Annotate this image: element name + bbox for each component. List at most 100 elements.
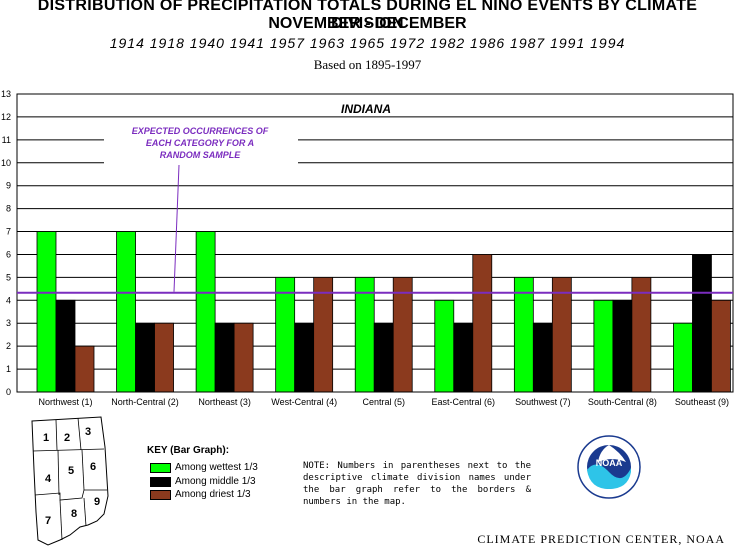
division-number: 3: [85, 426, 91, 438]
bar: [195, 231, 216, 393]
bar: [74, 345, 95, 393]
y-tick-label: 4: [6, 295, 11, 305]
noaa-logo-bird: [598, 445, 626, 462]
chart-title-line2: NOVEMBER - DECEMBER: [268, 15, 467, 32]
bar: [275, 276, 296, 393]
annotation-background: [104, 121, 298, 165]
x-tick-label: Northwest (1): [38, 397, 92, 407]
y-tick-label: 0: [6, 387, 11, 397]
bar: [472, 254, 493, 393]
bar: [631, 276, 652, 393]
y-tick-label: 2: [6, 341, 11, 351]
bar: [513, 276, 534, 393]
division-border: [32, 448, 105, 452]
key-swatch-middle: [150, 476, 171, 487]
key-label-middle: Among middle 1/3: [175, 476, 256, 487]
key-swatch-driest: [150, 489, 171, 500]
map-note: NOTE: Numbers in parentheses next to the…: [303, 461, 531, 507]
bar: [116, 231, 136, 393]
x-tick-label: Northeast (3): [198, 397, 251, 407]
bar: [593, 299, 614, 393]
bar: [36, 231, 57, 393]
x-tick-label: North-Central (2): [111, 397, 179, 407]
plot-title: INDIANA: [341, 102, 391, 116]
indiana-division-map: 1 2 3 4 5 6 7 8 9: [31, 416, 109, 546]
bar: [551, 276, 572, 393]
el-nino-years: 1914 1918 1940 1941 1957 1963 1965 1972 …: [109, 35, 626, 51]
noaa-logo: NOAA: [577, 435, 641, 499]
bar: [294, 322, 315, 393]
y-tick-label: 5: [6, 272, 11, 282]
y-tick-label: 6: [6, 249, 11, 259]
y-tick-label: 8: [6, 204, 11, 214]
bars: [36, 231, 731, 393]
noaa-logo-text: NOAA: [596, 458, 623, 468]
bar: [692, 254, 712, 393]
division-number: 2: [64, 432, 70, 444]
division-border: [57, 449, 60, 496]
bar: [313, 276, 334, 393]
bar: [354, 276, 375, 393]
bar: [532, 322, 553, 393]
y-tick-label: 1: [6, 364, 11, 374]
division-border: [59, 499, 63, 541]
y-tick-label: 10: [1, 158, 11, 168]
bar: [453, 322, 474, 393]
plot-frame: [16, 93, 734, 393]
y-tick-label: 9: [6, 181, 11, 191]
x-tick-label: East-Central (6): [432, 397, 496, 407]
division-border: [55, 419, 58, 451]
y-tick-label: 12: [1, 112, 11, 122]
bar: [392, 276, 413, 393]
division-number: 1: [43, 432, 49, 444]
y-tick-label: 13: [1, 89, 11, 99]
division-number: 7: [45, 515, 51, 527]
key-label-driest: Among driest 1/3: [175, 489, 251, 500]
key-label-wettest: Among wettest 1/3: [175, 462, 258, 473]
key-item-wettest: Among wettest 1/3: [150, 462, 258, 473]
x-tick-label: West-Central (4): [271, 397, 337, 407]
bar: [154, 322, 174, 393]
map-shape: 1 2 3 4 5 6 7 8 9: [31, 416, 109, 546]
bar: [135, 322, 155, 393]
key-title: KEY (Bar Graph):: [147, 445, 230, 456]
annotation-pointer: [173, 164, 180, 292]
noaa-logo-wave: [587, 464, 631, 489]
division-border: [81, 449, 85, 491]
x-tick-label: Central (5): [362, 397, 405, 407]
division-number: 9: [94, 496, 100, 508]
division-number: 6: [90, 461, 96, 473]
bar: [711, 299, 731, 393]
bar: [434, 299, 455, 393]
key-swatch-wettest: [150, 462, 171, 473]
expected-occurrence-annotation: EXPECTED OCCURRENCES OF EACH CATEGORY FOR…: [17, 121, 733, 294]
bar: [214, 322, 235, 393]
bar: [55, 299, 76, 393]
base-period: Based on 1895-1997: [313, 57, 422, 72]
bar: [233, 322, 254, 393]
y-tick-label: 3: [6, 318, 11, 328]
division-border: [83, 497, 87, 527]
x-tick-label: South-Central (8): [588, 397, 657, 407]
y-tick-label: 11: [2, 135, 11, 145]
division-border: [34, 489, 107, 501]
key-item-middle: Among middle 1/3: [150, 476, 256, 487]
expected-label-line: EACH CATEGORY FOR A: [146, 138, 254, 148]
y-tick-label: 7: [6, 227, 11, 237]
state-outline: [31, 416, 109, 546]
expected-label-line: EXPECTED OCCURRENCES OF: [132, 126, 269, 136]
credit-line: CLIMATE PREDICTION CENTER, NOAA: [477, 532, 725, 546]
x-tick-label: Southeast (9): [675, 397, 729, 407]
division-number: 4: [45, 473, 52, 485]
x-tick-label: Southwest (7): [515, 397, 571, 407]
division-number: 5: [68, 465, 74, 477]
key-item-driest: Among driest 1/3: [150, 489, 251, 500]
chart-title-line1: DISTRIBUTION OF PRECIPITATION TOTALS DUR…: [37, 0, 698, 32]
expected-label-line: RANDOM SAMPLE: [160, 150, 241, 160]
division-number: 8: [71, 508, 77, 520]
bar: [612, 299, 633, 393]
division-border: [77, 417, 82, 451]
bar: [673, 322, 693, 393]
